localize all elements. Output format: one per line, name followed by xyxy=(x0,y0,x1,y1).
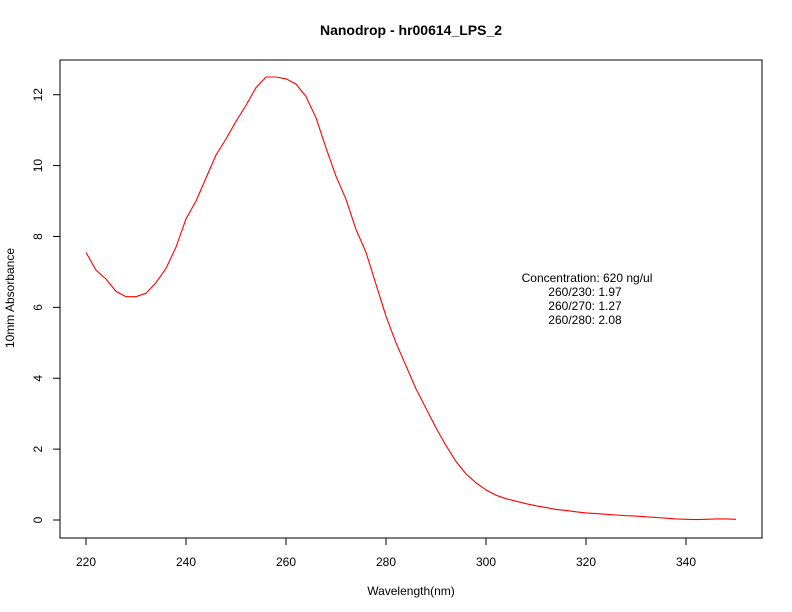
x-tick-label: 260 xyxy=(276,555,296,569)
x-tick-label: 300 xyxy=(476,555,496,569)
y-axis: 0 2 4 6 8 10 12 xyxy=(31,88,61,523)
annotation-ratio-260-270: 260/270: 1.27 xyxy=(548,299,622,313)
annotation-concentration: Concentration: 620 ng/ul xyxy=(522,271,653,285)
annotation-block: Concentration: 620 ng/ul 260/230: 1.97 2… xyxy=(522,271,653,327)
absorbance-line xyxy=(85,76,737,521)
y-tick-label: 12 xyxy=(31,88,45,102)
y-tick-label: 0 xyxy=(31,516,45,523)
y-tick-label: 10 xyxy=(31,159,45,173)
y-tick-label: 4 xyxy=(31,375,45,382)
x-tick-label: 320 xyxy=(576,555,596,569)
plot-frame xyxy=(59,59,763,539)
y-tick-label: 2 xyxy=(31,445,45,452)
annotation-ratio-260-230: 260/230: 1.97 xyxy=(548,285,622,299)
y-tick-label: 8 xyxy=(31,233,45,240)
x-tick-label: 220 xyxy=(76,555,96,569)
x-tick-label: 340 xyxy=(676,555,696,569)
annotation-ratio-260-280: 260/280: 2.08 xyxy=(548,313,622,327)
y-axis-label: 10mm Absorbance xyxy=(3,248,17,348)
x-tick-label: 240 xyxy=(176,555,196,569)
chart-title: Nanodrop - hr00614_LPS_2 xyxy=(320,22,502,38)
x-axis: 220 240 260 280 300 320 340 xyxy=(76,537,696,569)
x-axis-label: Wavelength(nm) xyxy=(367,584,455,598)
x-tick-label: 280 xyxy=(376,555,396,569)
y-tick-label: 6 xyxy=(31,304,45,311)
